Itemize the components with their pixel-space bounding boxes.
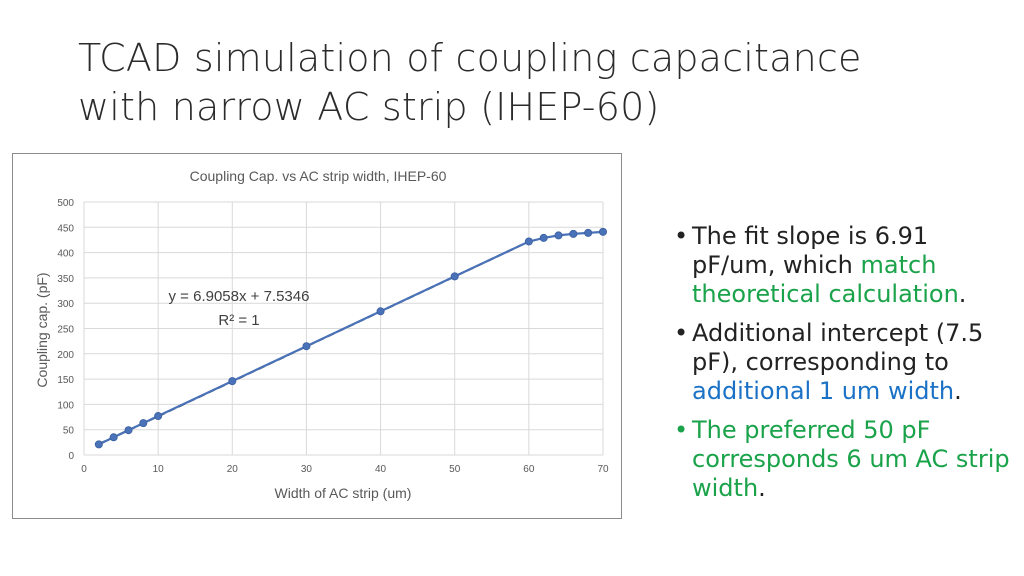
- y-tick-label: 50: [63, 426, 75, 437]
- bullet-dot: •: [674, 319, 689, 347]
- data-point: [554, 231, 563, 240]
- data-point: [450, 272, 459, 281]
- trendline-r-squared: R² = 1: [218, 312, 259, 329]
- chart-frame: 0 50 100 150 200 250 300 350 400 450 500 0 10 20 30 40 5…: [12, 153, 622, 519]
- y-tick-label: 300: [57, 299, 74, 310]
- bullet-period: .: [958, 280, 967, 308]
- tick-label-layer: 0 50 100 150 200 250 300 350 400 450 500 0 10 20 30 40 5…: [57, 198, 609, 475]
- slide-title-line-2: with narrow AC strip (IHEP-60): [78, 85, 660, 129]
- bullet-list: • The fit slope is 6.91 pF/um, which mat…: [672, 222, 1017, 513]
- bullet-period: .: [758, 474, 766, 502]
- bullet-intercept: • Additional intercept (7.5 pF), corresp…: [672, 319, 1017, 406]
- slide-title: TCAD simulation of coupling capacitance …: [78, 34, 978, 132]
- series-layer: [94, 227, 608, 449]
- data-point: [154, 412, 163, 421]
- y-tick-label: 450: [57, 223, 74, 234]
- bullet-preferred-width: • The preferred 50 pF corresponds 6 um A…: [672, 416, 1017, 503]
- data-point: [539, 233, 548, 242]
- x-tick-label: 10: [153, 464, 165, 475]
- x-tick-label: 50: [449, 464, 461, 475]
- slide-title-line-1: TCAD simulation of coupling capacitance: [78, 36, 862, 80]
- data-point: [569, 229, 578, 238]
- data-point: [124, 426, 133, 435]
- data-point: [302, 342, 311, 351]
- bullet-dot: •: [674, 222, 689, 250]
- trendline-equation: y = 6.9058x + 7.5346: [169, 288, 310, 305]
- bullet-dot: •: [674, 416, 689, 444]
- x-tick-label: 20: [227, 464, 239, 475]
- data-point: [599, 227, 608, 236]
- data-point: [228, 377, 237, 386]
- data-point: [524, 237, 533, 246]
- y-tick-label: 100: [57, 400, 74, 411]
- bullet-fit-slope: • The fit slope is 6.91 pF/um, which mat…: [672, 222, 1017, 309]
- coupling-capacitance-chart: 0 50 100 150 200 250 300 350 400 450 500 0 10 20 30 40 5…: [34, 168, 609, 501]
- bullet-text: Additional intercept (7.5 pF), correspon…: [692, 319, 984, 376]
- y-axis-label: Coupling cap. (pF): [34, 272, 50, 387]
- data-point: [376, 307, 385, 316]
- bullet-period: .: [954, 377, 962, 405]
- chart-title: Coupling Cap. vs AC strip width, IHEP-60: [190, 168, 447, 184]
- bullet-highlight: additional 1 um width: [692, 377, 955, 405]
- data-point: [139, 419, 148, 428]
- x-tick-label: 0: [81, 464, 87, 475]
- y-tick-label: 0: [68, 451, 74, 462]
- y-tick-label: 250: [57, 325, 74, 336]
- y-tick-label: 200: [57, 350, 74, 361]
- y-tick-label: 150: [57, 375, 74, 386]
- data-point: [109, 433, 118, 442]
- x-axis-label: Width of AC strip (um): [275, 485, 412, 501]
- y-tick-label: 400: [57, 249, 74, 260]
- x-tick-label: 60: [523, 464, 535, 475]
- data-point: [94, 440, 103, 449]
- data-point: [584, 228, 593, 237]
- x-tick-label: 40: [375, 464, 387, 475]
- series-line: [98, 230, 604, 446]
- bullet-text: The preferred 50 pF corresponds 6 um AC …: [692, 416, 1010, 502]
- bullet-highlight: match theoretical calculation: [692, 251, 959, 308]
- y-tick-label: 500: [57, 198, 74, 209]
- x-tick-label: 70: [597, 464, 609, 475]
- x-tick-label: 30: [301, 464, 313, 475]
- y-tick-label: 350: [57, 274, 74, 285]
- bullet-text: The fit slope is 6.91 pF/um, which: [692, 222, 929, 279]
